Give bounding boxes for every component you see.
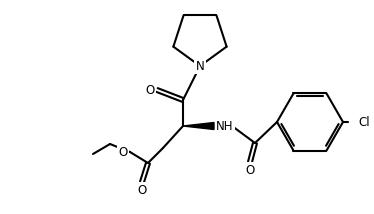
Text: O: O — [145, 83, 154, 97]
Text: O: O — [245, 163, 255, 177]
Text: N: N — [196, 59, 204, 73]
Text: NH: NH — [216, 119, 234, 132]
Text: O: O — [137, 183, 147, 196]
Text: O: O — [119, 146, 128, 159]
Text: Cl: Cl — [358, 116, 370, 128]
Polygon shape — [183, 122, 214, 129]
